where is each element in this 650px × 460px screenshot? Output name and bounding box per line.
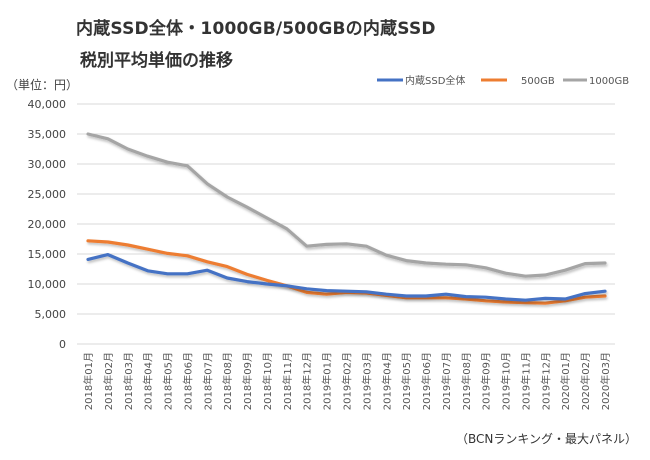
chart-subtitle: 税別平均単価の推移 <box>80 51 233 71</box>
x-tick-label: 2019年08月 <box>460 352 473 410</box>
y-tick-label: 15,000 <box>28 248 67 261</box>
y-tick-label: 0 <box>59 338 66 351</box>
x-tick-label: 2018年02月 <box>102 352 115 410</box>
x-tick-label: 2018年06月 <box>181 352 194 410</box>
legend-label: 500GB <box>521 76 555 87</box>
y-tick-label: 25,000 <box>28 188 67 201</box>
legend: 内蔵SSD全体 500GB 1000GB <box>377 74 629 87</box>
x-tick-label: 2018年08月 <box>221 352 234 410</box>
legend-label: 内蔵SSD全体 <box>405 74 465 87</box>
x-axis-ticks: 2018年01月 2018年02月 2018年03月 2018年04月 2018年05月… <box>82 352 612 410</box>
x-tick-label: 2020年02月 <box>579 352 592 410</box>
x-tick-label: 2019年04月 <box>380 352 393 410</box>
x-tick-label: 2019年05月 <box>400 352 413 410</box>
y-tick-label: 20,000 <box>28 218 67 231</box>
y-tick-label: 30,000 <box>28 158 67 171</box>
y-tick-label: 35,000 <box>28 128 67 141</box>
x-tick-label: 2020年03月 <box>599 352 612 410</box>
x-tick-label: 2018年03月 <box>122 352 135 410</box>
x-tick-label: 2019年01月 <box>321 352 334 410</box>
x-tick-label: 2019年10月 <box>500 352 513 410</box>
series-line-ssd-total <box>86 253 607 302</box>
x-tick-label: 2018年11月 <box>281 352 294 410</box>
x-tick-label: 2019年02月 <box>341 352 354 410</box>
x-tick-label: 2019年09月 <box>480 352 493 410</box>
y-tick-label: 5,000 <box>35 308 67 321</box>
x-tick-label: 2019年07月 <box>440 352 453 410</box>
x-tick-label: 2018年04月 <box>142 352 155 410</box>
x-tick-label: 2019年03月 <box>360 352 373 410</box>
x-tick-label: 2019年06月 <box>420 352 433 410</box>
y-tick-label: 10,000 <box>28 278 67 291</box>
series-lines <box>86 132 607 305</box>
legend-label: 1000GB <box>589 76 629 87</box>
chart-title: 内蔵SSD全体・1000GB/500GBの内蔵SSD <box>76 19 436 39</box>
x-tick-label: 2018年10月 <box>261 352 274 410</box>
x-tick-label: 2018年01月 <box>82 352 95 410</box>
series-line-1000gb <box>86 132 607 278</box>
x-tick-label: 2020年01月 <box>559 352 572 410</box>
x-tick-label: 2019年11月 <box>519 352 532 410</box>
x-tick-label: 2018年05月 <box>162 352 175 410</box>
x-tick-label: 2019年12月 <box>539 352 552 410</box>
data-source-note: （BCNランキング・最大パネル） <box>456 432 638 446</box>
gridlines <box>77 103 615 345</box>
y-axis-ticks: 0 5,000 10,000 15,000 20,000 25,000 30,000 35,0… <box>28 98 67 351</box>
y-tick-label: 40,000 <box>28 98 67 111</box>
x-tick-label: 2018年12月 <box>301 352 314 410</box>
y-axis-unit-label: （単位：円） <box>6 78 79 92</box>
x-tick-label: 2018年07月 <box>201 352 214 410</box>
x-tick-label: 2018年09月 <box>241 352 254 410</box>
